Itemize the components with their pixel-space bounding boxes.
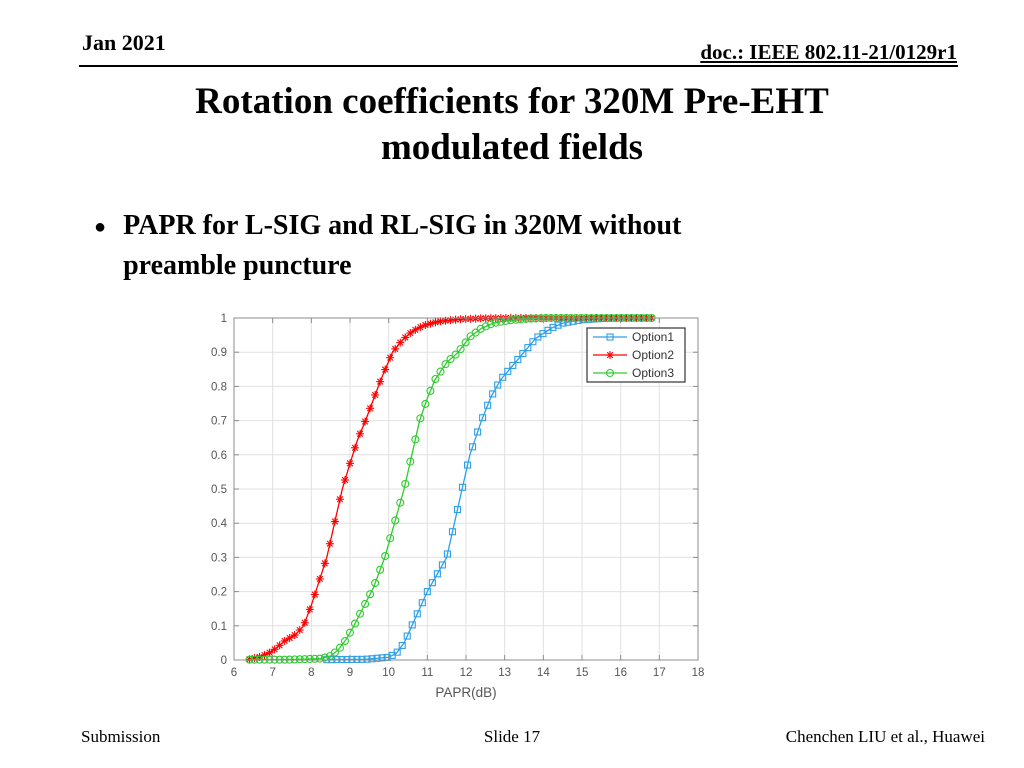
papr-cdf-chart: 6 7 8 9 10 11 12 13 14 15 16 17 18 0 0.1 0.2 0.3 0.4 0.5 0.… xyxy=(211,313,704,700)
x-tick-label: 11 xyxy=(421,667,433,679)
footer: Submission Slide 17 Chenchen LIU et al.,… xyxy=(0,727,1024,753)
x-tick-label: 12 xyxy=(460,667,473,679)
page-title-line1: Rotation coefficients for 320M Pre-EHT xyxy=(195,81,829,122)
x-tick-label: 18 xyxy=(692,667,705,679)
y-tick-label: 0.1 xyxy=(211,621,227,633)
series-option2 xyxy=(245,314,656,664)
legend-label: Option2 xyxy=(632,348,674,362)
asterisk-marker-icon xyxy=(606,351,614,359)
footer-authors: Chenchen LIU et al., Huawei xyxy=(785,727,985,746)
footer-slide-number: Slide 17 xyxy=(483,727,541,746)
y-tick-label: 0.4 xyxy=(211,518,228,530)
legend-entry-option1: Option1 xyxy=(593,330,674,344)
header-date: Jan 2021 xyxy=(82,30,166,55)
y-tick-label: 0.6 xyxy=(211,450,227,462)
y-tick-label: 0.5 xyxy=(211,484,227,496)
x-tick-label: 13 xyxy=(498,667,511,679)
y-tick-label: 1 xyxy=(221,313,227,325)
bullet-text: PAPR for L-SIG and RL-SIG in 320M withou… xyxy=(123,206,681,286)
bullet-icon: ● xyxy=(94,216,107,238)
x-tick-label: 14 xyxy=(537,667,550,679)
bullet-text-line1: PAPR for L-SIG and RL-SIG in 320M withou… xyxy=(123,210,682,241)
header-rule xyxy=(79,65,958,67)
papr-cdf-chart-container: 6 7 8 9 10 11 12 13 14 15 16 17 18 0 0.1 0.2 0.3 0.4 0.5 0.… xyxy=(195,300,715,705)
x-tick-label: 16 xyxy=(614,667,627,679)
x-tick-label: 17 xyxy=(653,667,666,679)
page-title-line2: modulated fields xyxy=(380,127,644,168)
y-tick-label: 0.8 xyxy=(211,381,227,393)
x-tick-label: 7 xyxy=(269,667,275,679)
y-tick-label: 0.9 xyxy=(211,347,227,359)
y-tick-label: 0.2 xyxy=(211,587,227,599)
legend: Option1 Option2 Option3 xyxy=(586,327,686,383)
circle-marker-icon xyxy=(605,368,615,378)
x-axis-label: PAPR(dB) xyxy=(435,685,496,700)
x-tick-label: 15 xyxy=(576,667,589,679)
y-tick-label: 0.3 xyxy=(211,552,227,564)
legend-entry-option3: Option3 xyxy=(593,366,674,380)
legend-entry-option2: Option2 xyxy=(593,348,674,362)
square-marker-icon xyxy=(606,333,614,341)
x-tick-label: 9 xyxy=(347,667,353,679)
axes-box xyxy=(233,317,699,661)
tick-labels: 6 7 8 9 10 11 12 13 14 15 16 17 18 0 0.1 0.2 0.3 0.4 0.5 0.… xyxy=(211,313,704,679)
x-tick-label: 8 xyxy=(308,667,314,679)
x-tick-label: 10 xyxy=(382,667,395,679)
y-tick-label: 0.7 xyxy=(211,416,227,428)
legend-label: Option1 xyxy=(632,330,674,344)
header-doc-id: doc.: IEEE 802.11-21/0129r1 xyxy=(700,40,957,64)
footer-submission: Submission xyxy=(81,727,161,746)
y-tick-label: 0 xyxy=(221,655,227,667)
legend-label: Option3 xyxy=(632,366,674,380)
bullet-item: ● PAPR for L-SIG and RL-SIG in 320M with… xyxy=(94,206,884,286)
bullet-text-line2: preamble puncture xyxy=(123,250,352,281)
x-tick-label: 6 xyxy=(231,667,237,679)
page-title: Rotation coefficients for 320M Pre-EHT m… xyxy=(0,79,1024,171)
